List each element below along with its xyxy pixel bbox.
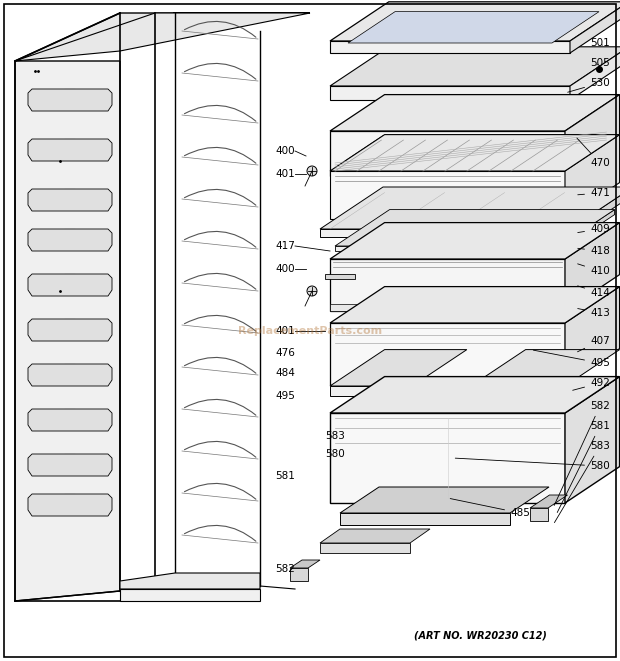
Polygon shape [330, 377, 619, 413]
Polygon shape [530, 508, 548, 521]
Circle shape [307, 286, 317, 296]
Polygon shape [28, 189, 112, 211]
Polygon shape [320, 187, 620, 229]
Text: 582: 582 [554, 401, 610, 506]
Text: ReplacementParts.com: ReplacementParts.com [238, 326, 382, 336]
Polygon shape [335, 246, 560, 251]
Text: 583: 583 [325, 431, 345, 441]
Circle shape [307, 166, 317, 176]
Polygon shape [330, 323, 565, 385]
Text: 484: 484 [275, 368, 295, 378]
Polygon shape [15, 13, 310, 61]
Text: 471: 471 [578, 188, 610, 198]
Text: 505: 505 [590, 58, 609, 68]
Polygon shape [28, 319, 112, 341]
Polygon shape [320, 229, 570, 237]
Polygon shape [15, 61, 120, 601]
Text: 495: 495 [533, 350, 610, 368]
Polygon shape [330, 386, 412, 396]
Polygon shape [560, 210, 614, 251]
Polygon shape [348, 12, 599, 43]
Text: 417: 417 [275, 241, 295, 251]
Polygon shape [565, 377, 619, 503]
Text: 470: 470 [577, 138, 609, 168]
Polygon shape [325, 274, 355, 279]
Text: 400: 400 [275, 146, 295, 156]
Text: 492: 492 [573, 378, 610, 390]
Text: 414: 414 [578, 286, 610, 298]
Text: (ART NO. WR20230 C12): (ART NO. WR20230 C12) [414, 631, 546, 641]
Polygon shape [320, 529, 430, 543]
Polygon shape [15, 13, 310, 61]
Polygon shape [330, 287, 619, 323]
Text: 583: 583 [554, 441, 610, 523]
Text: 418: 418 [578, 246, 610, 256]
Polygon shape [570, 187, 620, 237]
Polygon shape [28, 229, 112, 251]
Text: 530: 530 [568, 78, 609, 93]
Polygon shape [290, 568, 308, 581]
Polygon shape [530, 495, 567, 508]
Polygon shape [330, 47, 620, 86]
Text: 580: 580 [325, 449, 345, 459]
Polygon shape [565, 287, 619, 385]
Polygon shape [330, 135, 619, 171]
Polygon shape [330, 2, 620, 41]
Text: 400: 400 [275, 264, 295, 274]
Polygon shape [345, 136, 588, 161]
Text: 407: 407 [577, 336, 609, 352]
Text: 505: 505 [0, 660, 1, 661]
Polygon shape [330, 223, 619, 259]
Polygon shape [335, 210, 614, 246]
Polygon shape [28, 409, 112, 431]
Polygon shape [330, 171, 565, 219]
Text: 410: 410 [578, 264, 609, 276]
Text: 409: 409 [578, 224, 609, 234]
Polygon shape [28, 454, 112, 476]
Polygon shape [28, 274, 112, 296]
Polygon shape [120, 589, 260, 601]
Text: 413: 413 [578, 308, 610, 318]
Polygon shape [28, 89, 112, 111]
Polygon shape [565, 135, 619, 219]
Polygon shape [28, 364, 112, 386]
Polygon shape [565, 95, 619, 176]
Polygon shape [330, 86, 570, 100]
Polygon shape [330, 131, 565, 176]
Text: 476: 476 [275, 348, 295, 358]
Polygon shape [320, 543, 410, 553]
Polygon shape [330, 259, 565, 311]
Polygon shape [330, 41, 570, 53]
Polygon shape [471, 386, 565, 396]
Polygon shape [28, 139, 112, 161]
Text: 581: 581 [275, 471, 295, 481]
Text: 401: 401 [275, 169, 295, 179]
Polygon shape [565, 223, 619, 311]
Polygon shape [330, 304, 565, 311]
Text: 485: 485 [450, 498, 530, 518]
Polygon shape [340, 487, 549, 513]
Polygon shape [330, 413, 565, 503]
Polygon shape [290, 560, 320, 568]
Text: 501: 501 [590, 38, 609, 48]
Polygon shape [330, 350, 467, 386]
Text: 582: 582 [275, 564, 295, 574]
Polygon shape [471, 350, 619, 386]
Polygon shape [120, 573, 260, 589]
Polygon shape [340, 513, 510, 525]
Polygon shape [570, 2, 620, 53]
Polygon shape [330, 95, 619, 131]
Text: 495: 495 [275, 391, 295, 401]
Polygon shape [570, 47, 620, 100]
Text: 580: 580 [455, 458, 609, 471]
Text: 581: 581 [557, 421, 610, 512]
Polygon shape [28, 494, 112, 516]
Text: 401: 401 [275, 326, 295, 336]
